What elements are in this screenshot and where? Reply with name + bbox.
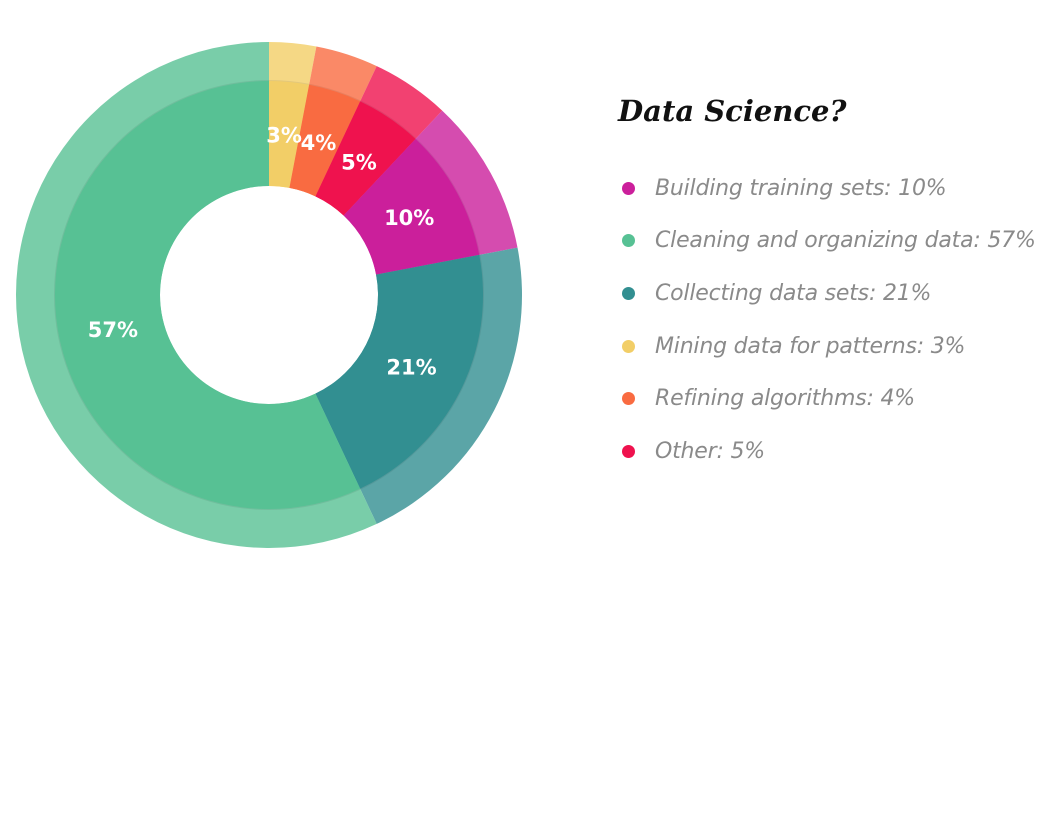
slice-other [315, 101, 416, 216]
legend-label: Other: 5% [655, 438, 765, 464]
legend-marker [622, 234, 635, 248]
legend-item-cleaning-and-organizing-data: Cleaning and organizing data: 57% [622, 215, 1036, 268]
chart-title: Data Science? [618, 94, 847, 128]
legend-item-refining-algorithms: Refining algorithms: 4% [622, 372, 1036, 425]
slice-cleaning-and-organizing-data [54, 81, 361, 509]
legend-label: Collecting data sets: 21% [655, 280, 932, 306]
slice-collecting-data-sets [315, 254, 483, 489]
legend-label: Building training sets: 10% [655, 175, 947, 201]
legend-item-mining-data-for-patterns: Mining data for patterns: 3% [622, 320, 1036, 373]
slice-label-mining-data-for-patterns: 3% [266, 124, 302, 148]
legend-item-collecting-data-sets: Collecting data sets: 21% [622, 267, 1036, 320]
legend-marker [622, 339, 635, 353]
slice-label-other: 5% [341, 151, 377, 175]
legend-label: Refining algorithms: 4% [655, 386, 915, 412]
slice-refining-algorithms [289, 84, 361, 197]
legend-item-other: Other: 5% [622, 425, 1036, 478]
donut-chart: 3%4%5% 10% 21% 57% [16, 42, 522, 548]
legend-marker [622, 286, 635, 300]
legend: Building training sets: 10% Cleaning and … [622, 162, 1036, 478]
slice-labels: 3%4%5% 10% 21% 57% [88, 124, 437, 380]
slice-label-cleaning-and-organizing-data: 57% [88, 318, 138, 342]
slice-label-building-training-sets: 10% [384, 206, 434, 230]
legend-marker [622, 181, 635, 195]
legend-marker [622, 392, 635, 406]
legend-item-building-training-sets: Building training sets: 10% [622, 162, 1036, 215]
legend-label: Cleaning and organizing data: 57% [655, 228, 1036, 254]
legend-marker [622, 444, 635, 458]
slice-building-training-sets [343, 139, 480, 275]
legend-label: Mining data for patterns: 3% [655, 333, 966, 359]
slice-mining-data-for-patterns [269, 81, 310, 188]
inner-ring [54, 81, 483, 509]
slice-label-collecting-data-sets: 21% [386, 356, 436, 380]
slice-label-refining-algorithms: 4% [301, 131, 337, 155]
